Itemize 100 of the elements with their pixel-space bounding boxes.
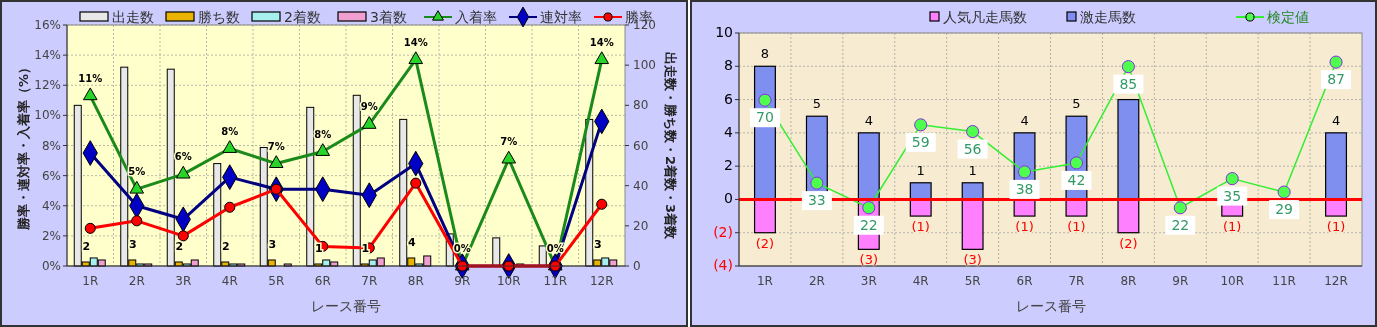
x-tick-label: 12R	[1324, 274, 1348, 288]
data-label: 29	[1275, 201, 1294, 218]
data-label: (3)	[859, 252, 878, 268]
data-label: 1	[314, 241, 323, 255]
data-label: 2	[82, 239, 91, 253]
data-label: (2)	[755, 235, 775, 251]
y2-tick-label: 40	[633, 178, 649, 193]
y2-axis-title: 出走数・勝ち数・2着数・3着数	[663, 51, 678, 241]
x-tick-label: 8R	[1120, 274, 1137, 288]
data-label: 22	[1171, 216, 1190, 233]
y-tick-label: 12%	[34, 78, 61, 93]
data-label: 4	[407, 235, 416, 249]
x-tick-label: 2R	[808, 274, 825, 288]
data-label: 1	[916, 162, 925, 178]
data-label: 9%	[360, 101, 378, 113]
data-label: (1)	[1067, 219, 1086, 235]
x-tick-label: 7R	[1068, 274, 1085, 288]
x-tick-label: 8R	[407, 274, 424, 288]
y-tick-label: (4)	[713, 257, 733, 273]
x-tick-label: 9R	[454, 274, 471, 288]
data-label: (1)	[1223, 219, 1242, 235]
legend-label: 激走馬数	[1080, 9, 1136, 25]
data-label: 35	[1223, 187, 1242, 204]
y-tick-label: 0	[724, 190, 733, 207]
x-tick-label: 12R	[589, 274, 614, 288]
data-label: 8%	[221, 125, 239, 137]
x-tick-label: 2R	[128, 274, 145, 288]
legend-label: 検定値	[1267, 9, 1309, 25]
x-tick-label: 10R	[496, 274, 521, 288]
data-label: 4	[864, 112, 873, 128]
y-tick-label: 8%	[41, 138, 61, 153]
data-label: 3	[268, 237, 277, 251]
data-label: 33	[807, 192, 826, 209]
data-label: 70	[756, 109, 774, 126]
data-label: 1	[968, 162, 977, 178]
x-tick-label: 3R	[175, 274, 192, 288]
legend-label: 3着数	[370, 9, 407, 25]
data-label: 14%	[403, 36, 428, 48]
data-label: 5	[1072, 96, 1081, 112]
legend-label: 出走数	[112, 9, 154, 25]
x-tick-label: 5R	[268, 274, 285, 288]
y-tick-label: 8	[724, 57, 733, 74]
data-label: 6%	[174, 151, 192, 163]
y-tick-label: 0%	[41, 259, 61, 273]
x-axis-title: レース番号	[1015, 298, 1086, 314]
y-tick-label: 14%	[34, 48, 61, 63]
x-tick-label: 4R	[912, 274, 929, 288]
y-tick-label: (2)	[713, 223, 733, 240]
data-label: 22	[859, 216, 878, 233]
x-tick-label: 10R	[1220, 274, 1245, 288]
data-label: 14%	[589, 36, 614, 48]
x-axis-title: レース番号	[311, 298, 381, 314]
y-tick-label: 4%	[41, 198, 61, 213]
data-label: 7%	[500, 136, 518, 148]
data-label: 42	[1067, 171, 1086, 188]
data-label: 4	[1020, 112, 1029, 128]
data-label: 8	[760, 46, 770, 62]
y-tick-label: 2%	[41, 228, 61, 243]
data-label: 11%	[78, 72, 103, 84]
x-tick-label: 4R	[221, 274, 238, 288]
data-label: (1)	[1326, 219, 1346, 235]
data-label: 2	[175, 239, 184, 253]
data-label: 5	[812, 96, 822, 112]
y-tick-label: 2	[724, 157, 733, 174]
legend-label: 入着率	[455, 9, 497, 25]
x-tick-label: 11R	[1272, 274, 1296, 288]
legend-label: 人気凡走馬数	[943, 9, 1027, 25]
y-tick-label: 10%	[34, 108, 61, 123]
y2-tick-label: 80	[633, 98, 649, 113]
y-tick-label: 6%	[41, 168, 61, 183]
data-label: 4	[1331, 112, 1341, 128]
x-tick-label: 5R	[964, 274, 981, 288]
y2-tick-label: 0	[633, 259, 641, 273]
x-tick-label: 7R	[361, 274, 378, 288]
data-label: (1)	[911, 219, 930, 235]
data-label: 87	[1327, 71, 1345, 88]
x-tick-label: 9R	[1172, 274, 1189, 288]
data-label: 5%	[128, 166, 146, 178]
legend-label: 2着数	[284, 9, 321, 25]
data-label: (3)	[963, 252, 982, 268]
data-label: 85	[1119, 75, 1138, 92]
data-label: 8%	[314, 128, 332, 140]
data-label: 56	[963, 140, 982, 157]
y-axis-title: 勝率・連対率・入着率（%）	[16, 60, 31, 232]
y-tick-label: 6	[724, 90, 734, 107]
legend-label: 勝ち数	[198, 9, 240, 25]
data-label: (1)	[1015, 219, 1034, 235]
data-label: 3	[128, 237, 137, 251]
x-tick-label: 11R	[543, 274, 568, 288]
y-tick-label: 4	[724, 123, 734, 140]
x-tick-label: 3R	[860, 274, 877, 288]
data-label: 2	[221, 239, 230, 253]
y-tick-label: 16%	[34, 18, 61, 32]
y2-tick-label: 20	[633, 218, 649, 233]
x-tick-label: 1R	[82, 274, 99, 288]
x-tick-label: 6R	[314, 274, 331, 288]
data-label: 3	[593, 237, 602, 251]
data-label: 7%	[267, 140, 285, 152]
y2-tick-label: 100	[633, 58, 656, 73]
data-label: (2)	[1119, 235, 1138, 251]
